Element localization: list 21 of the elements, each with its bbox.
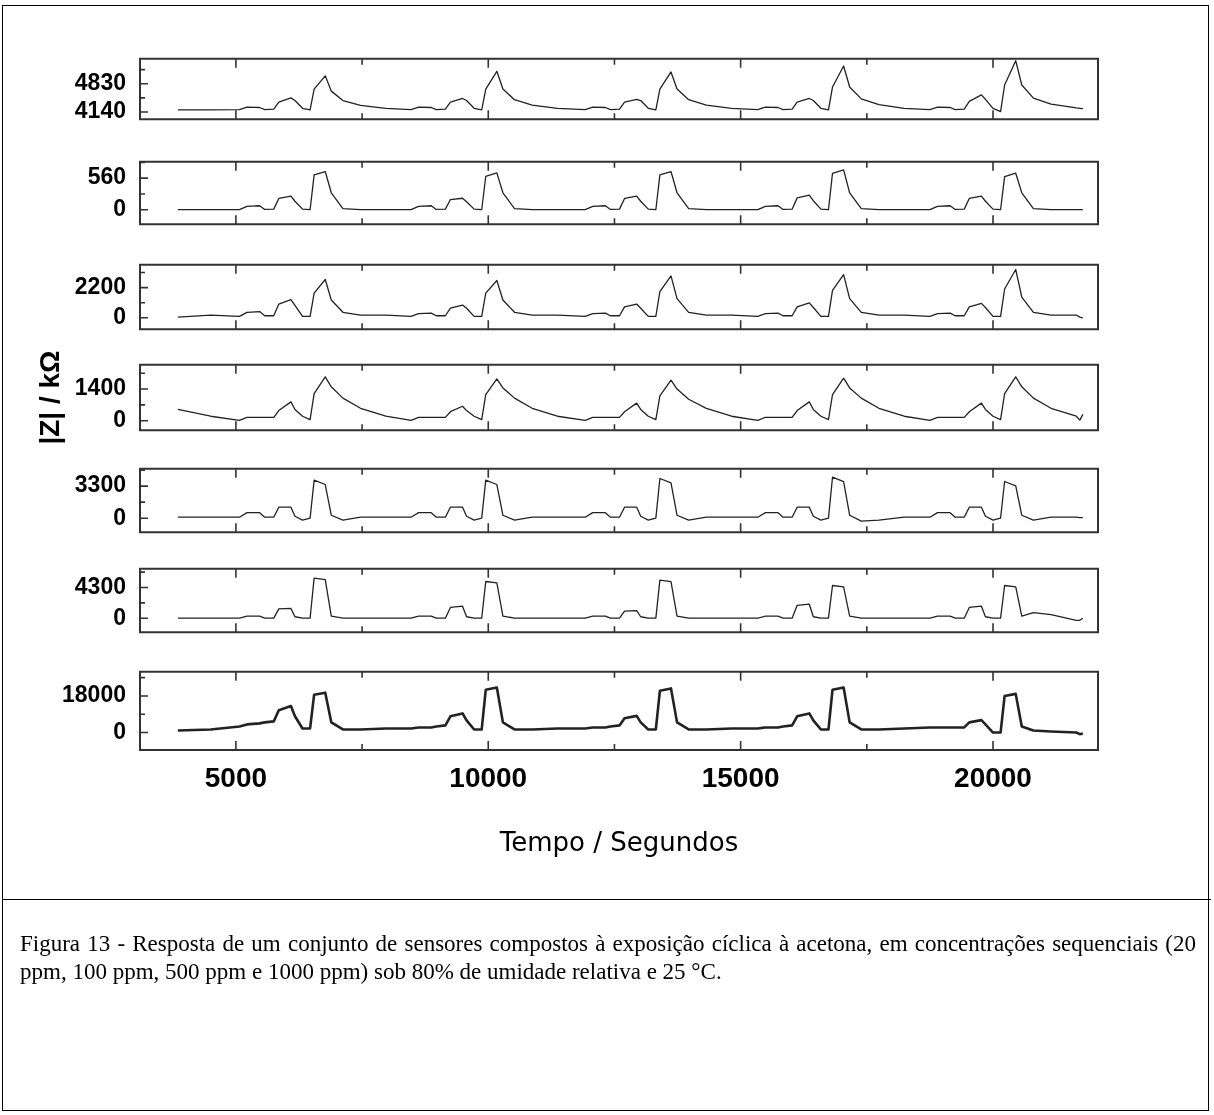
y-tick-label: 4830 [74, 69, 126, 96]
y-tick-label: 0 [113, 503, 126, 530]
text: Figura 13 - Resposta de um conjunto de sensores compostos à exposição cíclica à acetona, em concentrações sequenciais (20 ppm, 100 ppm, 500 ppm e 1000 ppm) sob 80% de umidade relativa e 25 °C. [20, 930, 1196, 985]
y-tick-label: 18000 [62, 681, 126, 708]
y-tick-label: 0 [113, 717, 126, 744]
x-axis-title: Tempo / Segundos [498, 827, 739, 858]
y-tick-label: 3300 [74, 471, 126, 498]
x-tick-label: 10000 [449, 761, 528, 793]
y-tick-label: 4300 [74, 572, 126, 599]
y-tick-label: 1400 [74, 374, 126, 401]
x-tick-label: 5000 [204, 761, 268, 793]
y-tick-label: 0 [113, 303, 126, 330]
y-tick-label: 0 [113, 406, 126, 433]
y-tick-label: 560 [87, 163, 126, 190]
y-tick-label: 0 [113, 603, 126, 630]
y-axis-title: |Z| / kΩ [33, 350, 65, 445]
y-tick-label: 2200 [74, 272, 126, 299]
x-tick-label: 20000 [954, 761, 1032, 793]
y-tick-label: 4140 [74, 97, 126, 124]
y-tick-label: 0 [113, 195, 126, 222]
x-tick-label: 15000 [701, 761, 780, 793]
